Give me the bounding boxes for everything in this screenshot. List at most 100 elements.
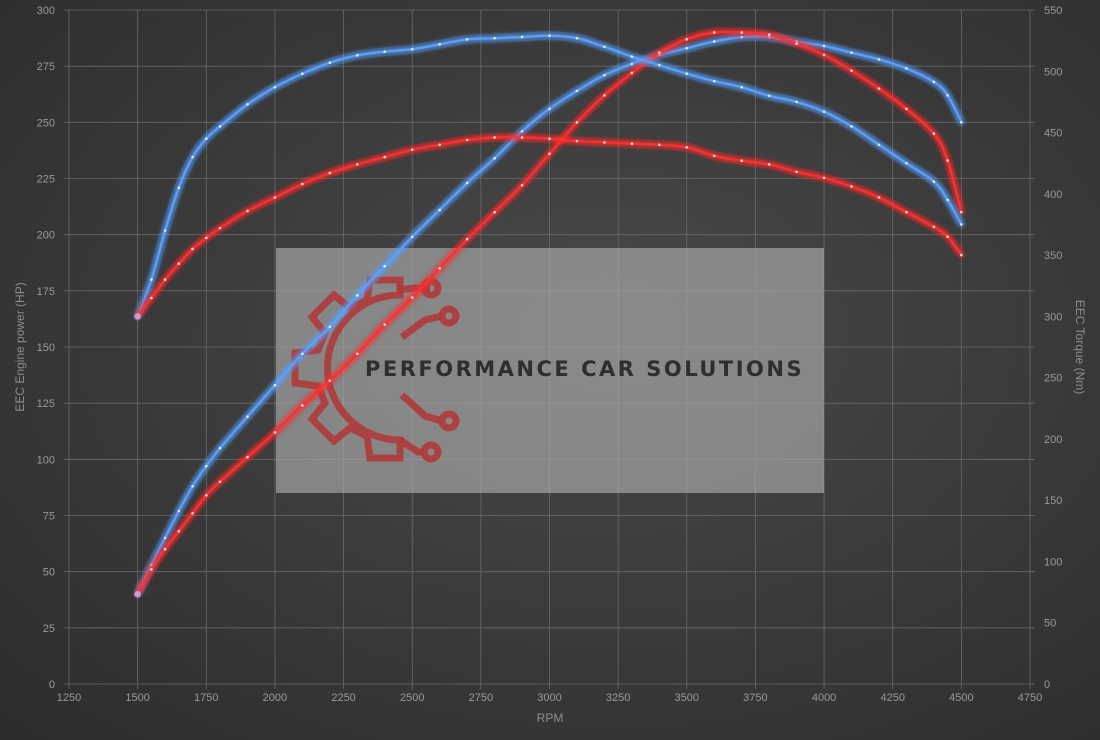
x-tick-label: 2250 xyxy=(331,692,355,704)
data-point xyxy=(328,171,332,175)
x-tick-label: 3750 xyxy=(743,692,767,704)
data-point xyxy=(822,53,826,57)
data-point xyxy=(493,156,496,160)
data-point xyxy=(328,61,332,64)
data-point xyxy=(603,45,606,49)
data-point xyxy=(204,236,208,240)
y-left-tick-label: 175 xyxy=(37,286,55,298)
y-left-tick-label: 0 xyxy=(49,679,55,691)
data-point xyxy=(438,267,441,270)
x-tick-label: 1750 xyxy=(194,692,218,704)
data-point xyxy=(520,183,524,187)
data-point xyxy=(177,509,181,513)
data-point xyxy=(273,85,277,89)
data-point xyxy=(163,229,167,232)
data-point xyxy=(795,170,798,174)
data-point xyxy=(850,51,853,54)
data-point xyxy=(246,209,249,213)
y-right-tick-label: 400 xyxy=(1044,189,1062,201)
data-point xyxy=(218,480,222,484)
y-right-tick-label: 450 xyxy=(1044,128,1062,140)
data-point xyxy=(877,87,881,90)
data-point xyxy=(630,142,634,145)
data-point xyxy=(603,94,606,97)
y-left-tick-label: 100 xyxy=(37,454,55,466)
tick-layer: 1250 1500 1750 2000 2250 2500 2750 3000 3250 3500… xyxy=(37,5,1063,704)
data-point xyxy=(163,278,167,281)
y-left-tick-label: 225 xyxy=(37,174,55,186)
data-point xyxy=(273,431,277,434)
data-point xyxy=(767,163,771,166)
data-point xyxy=(946,94,949,97)
data-point xyxy=(328,325,332,329)
data-point xyxy=(438,43,441,46)
y-right-tick-label: 200 xyxy=(1044,434,1062,446)
data-point xyxy=(877,143,881,147)
y-left-tick-label: 25 xyxy=(43,623,55,635)
data-point xyxy=(905,107,908,111)
data-point xyxy=(603,141,606,144)
x-tick-label: 2750 xyxy=(469,692,493,704)
data-point xyxy=(712,154,716,158)
data-point xyxy=(575,36,579,40)
data-point xyxy=(246,455,249,459)
data-point xyxy=(177,262,181,265)
data-point xyxy=(191,155,194,159)
data-point xyxy=(795,40,798,43)
data-point xyxy=(658,63,661,67)
x-tick-label: 4000 xyxy=(812,692,836,704)
data-point xyxy=(685,37,689,41)
data-point xyxy=(438,208,441,212)
data-point xyxy=(520,136,524,139)
data-point xyxy=(850,185,853,188)
data-point xyxy=(383,323,387,326)
data-point xyxy=(548,34,551,38)
data-point xyxy=(575,139,579,143)
y-left-tick-label: 50 xyxy=(43,567,55,579)
data-point xyxy=(850,69,853,72)
series-stock-right xyxy=(133,132,966,321)
data-point xyxy=(712,40,716,43)
data-point xyxy=(960,253,963,257)
data-point xyxy=(493,36,496,40)
data-point xyxy=(630,55,634,58)
data-point xyxy=(685,145,689,149)
data-point xyxy=(273,383,277,387)
y-left-tick-label: 200 xyxy=(37,230,55,242)
data-point xyxy=(822,44,826,48)
data-point xyxy=(767,35,771,39)
data-point xyxy=(960,121,963,124)
data-point xyxy=(767,33,771,37)
data-point xyxy=(218,125,222,128)
data-point xyxy=(163,536,167,540)
x-tick-label: 4750 xyxy=(1018,692,1042,704)
y-right-tick-label: 300 xyxy=(1044,311,1062,323)
data-point xyxy=(150,278,153,281)
data-point xyxy=(465,237,469,241)
data-point xyxy=(548,107,551,111)
data-point xyxy=(575,89,579,93)
y-right-tick-label: 50 xyxy=(1044,618,1056,630)
data-point xyxy=(273,196,277,199)
data-point xyxy=(548,137,551,140)
data-point xyxy=(410,47,414,51)
data-point xyxy=(630,62,634,66)
data-point xyxy=(658,51,661,54)
series-start-marker xyxy=(134,313,141,320)
x-tick-label: 3500 xyxy=(675,692,699,704)
data-point xyxy=(204,464,208,468)
x-tick-label: 1250 xyxy=(57,692,81,704)
data-point xyxy=(712,31,716,34)
data-point xyxy=(191,511,194,515)
y-left-tick-label: 75 xyxy=(43,511,55,523)
x-tick-label: 4500 xyxy=(949,692,973,704)
watermark-logo: PERFORMANCE CAR SOLUTIONS xyxy=(276,248,824,493)
data-point xyxy=(410,235,414,239)
data-point xyxy=(465,138,469,142)
data-point xyxy=(822,110,826,114)
data-point xyxy=(356,54,359,57)
x-tick-label: 4250 xyxy=(880,692,904,704)
data-point xyxy=(410,296,414,299)
data-point xyxy=(520,130,524,133)
